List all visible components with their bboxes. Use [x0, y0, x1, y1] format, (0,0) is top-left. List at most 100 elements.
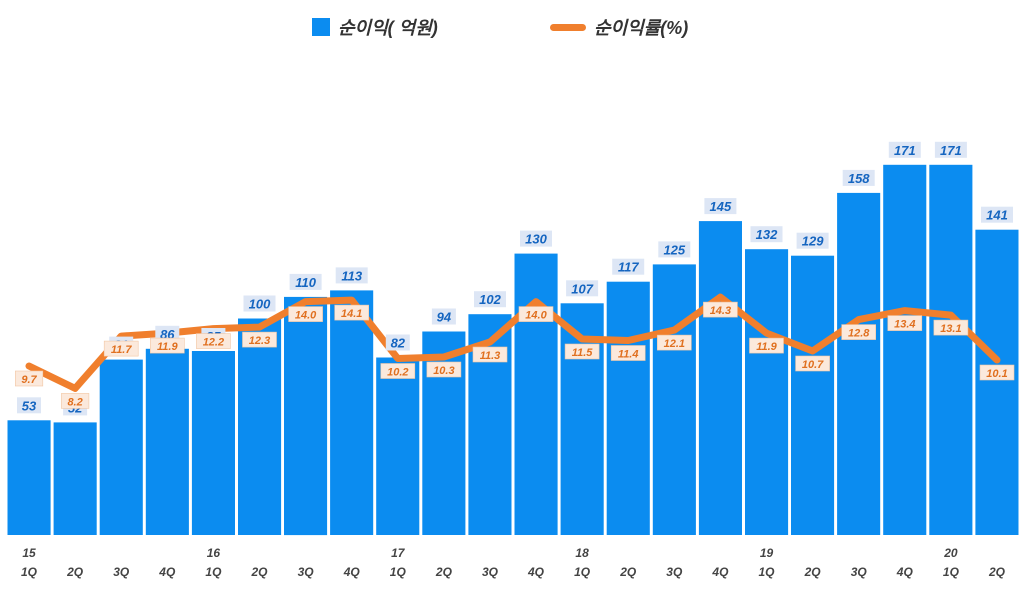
legend: 순이익( 억원) 순이익률(%)	[0, 14, 1024, 44]
line-label-bg-3	[150, 337, 185, 354]
bar-label-bg-9	[431, 308, 456, 325]
line-value-label-20: 13.1	[940, 323, 961, 335]
line-value-label-7: 14.1	[341, 308, 362, 320]
bar-13	[606, 281, 650, 535]
line-label-bg-20	[933, 319, 969, 336]
x-tick-year-8: 17	[391, 546, 406, 560]
x-tick-year-16: 19	[760, 546, 774, 560]
bar-label-bg-16	[750, 226, 783, 243]
bar-value-label-9: 94	[437, 310, 452, 325]
x-tick-year-20: 20	[943, 546, 958, 560]
bar-value-label-17: 129	[802, 234, 824, 249]
x-tick-quarter-5: 2Q	[250, 565, 268, 579]
line-label-bg-12	[564, 343, 600, 360]
bar-label-bg-8	[385, 334, 410, 351]
x-tick-quarter-20: 1Q	[943, 565, 960, 579]
x-tick-quarter-3: 4Q	[158, 565, 176, 579]
bar-17	[791, 255, 835, 535]
bar-label-bg-0	[17, 397, 41, 414]
line-label-bg-0	[15, 370, 44, 387]
line-value-label-9: 10.3	[433, 365, 454, 377]
line-label-bg-19	[887, 315, 923, 331]
line-label-bg-21	[979, 364, 1015, 381]
bar-label-bg-12	[566, 280, 599, 297]
line-label-bg-10	[472, 346, 508, 363]
x-tick-quarter-14: 3Q	[666, 565, 683, 579]
line-value-label-6: 14.0	[295, 310, 317, 322]
x-tick-year-0: 15	[22, 546, 36, 560]
bar-label-bg-14	[658, 241, 691, 258]
line-label-bg-7	[334, 304, 370, 321]
line-layer	[25, 293, 1001, 392]
line-label-bg-9	[426, 361, 462, 378]
bar-label-bg-21	[981, 206, 1013, 223]
line-label-bg-14	[656, 334, 692, 351]
line-value-label-11: 14.0	[525, 310, 547, 322]
net-margin-line	[25, 293, 1001, 392]
bar-value-label-10: 102	[479, 292, 501, 307]
x-tick-quarter-7: 4Q	[343, 565, 361, 579]
bar-label-bg-20	[934, 141, 967, 158]
line-value-label-13: 11.4	[618, 349, 639, 361]
bar-label-bg-10	[474, 291, 506, 308]
line-value-label-17: 10.7	[802, 359, 824, 371]
bar-value-label-21: 141	[986, 208, 1008, 223]
line-value-label-18: 12.8	[848, 328, 870, 340]
line-value-label-10: 11.3	[480, 350, 501, 362]
bar-3	[145, 348, 189, 535]
line-value-label-0: 9.7	[21, 374, 37, 386]
x-tick-quarter-9: 2Q	[435, 565, 453, 579]
bar-value-label-8: 82	[391, 336, 406, 351]
bar-label-bg-11	[520, 230, 552, 247]
line-labels-layer: 9.7 8.2 11.7 11.9 12.2 12.3 14.0 14.1 10.2 10.3 11…	[15, 301, 1015, 409]
legend-item-net-margin: 순이익률(%)	[550, 14, 688, 40]
line-value-label-1: 8.2	[67, 396, 82, 408]
bar-value-label-15: 145	[710, 199, 732, 214]
bar-11	[514, 253, 558, 535]
x-tick-quarter-11: 4Q	[527, 565, 545, 579]
x-tick-quarter-12: 1Q	[574, 565, 591, 579]
x-tick-year-4: 16	[207, 546, 221, 560]
bar-value-label-14: 125	[663, 242, 685, 257]
x-tick-quarter-6: 3Q	[298, 565, 315, 579]
bar-4	[191, 351, 235, 535]
line-label-bg-5	[242, 331, 277, 348]
x-tick-quarter-15: 4Q	[711, 565, 729, 579]
bar-label-bg-19	[888, 141, 921, 158]
bar-label-bg-3	[155, 325, 180, 342]
bar-value-label-20: 171	[940, 143, 962, 158]
line-value-label-14: 12.1	[664, 338, 685, 350]
bar-value-label-11: 130	[525, 232, 547, 247]
bar-18	[837, 192, 881, 535]
bar-label-bg-6	[289, 273, 322, 290]
line-value-label-19: 13.4	[894, 319, 915, 331]
line-value-label-15: 14.3	[710, 305, 731, 317]
bar-value-label-5: 100	[249, 297, 271, 312]
bar-value-label-0: 53	[22, 398, 37, 413]
bar-label-bg-18	[842, 169, 875, 186]
bar-value-label-18: 158	[848, 171, 870, 186]
line-label-bg-6	[288, 306, 323, 322]
line-label-bg-8	[380, 363, 416, 379]
line-label-bg-13	[610, 345, 646, 361]
line-value-label-21: 10.1	[986, 368, 1007, 380]
bar-label-bg-17	[796, 232, 829, 249]
line-label-bg-4	[196, 333, 231, 349]
bar-1	[53, 422, 97, 535]
bar-6	[284, 296, 328, 536]
legend-label-net-income: 순이익( 억원)	[338, 18, 438, 38]
bar-label-bg-15	[704, 198, 737, 215]
bars-layer	[7, 164, 1019, 536]
line-value-label-4: 12.2	[203, 337, 224, 349]
bar-20	[929, 164, 973, 536]
bar-5	[238, 318, 282, 535]
bar-19	[883, 164, 927, 536]
legend-swatch-line	[550, 23, 586, 31]
line-value-label-3: 11.9	[157, 341, 178, 353]
x-tick-quarter-10: 3Q	[482, 565, 499, 579]
x-tick-quarter-19: 4Q	[896, 565, 914, 579]
x-tick-quarter-18: 3Q	[851, 565, 868, 579]
bar-value-label-6: 110	[295, 275, 316, 290]
bar-value-label-7: 113	[341, 268, 362, 283]
